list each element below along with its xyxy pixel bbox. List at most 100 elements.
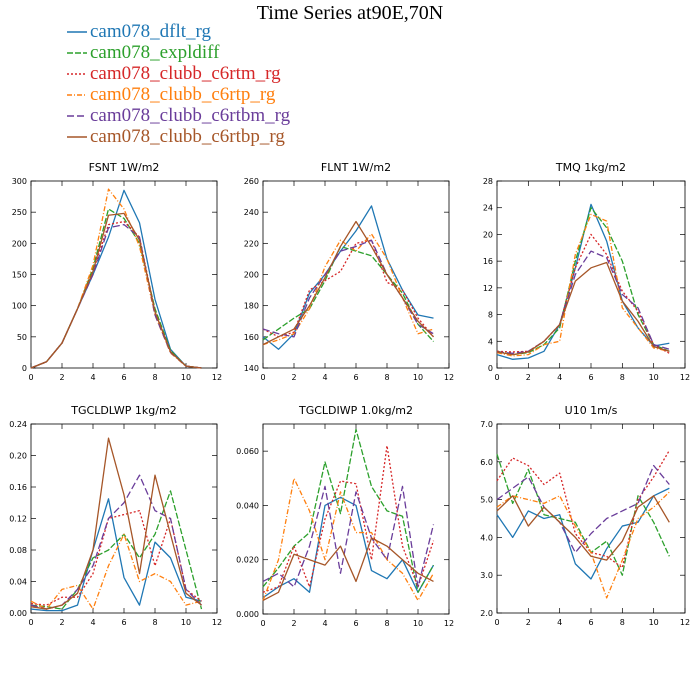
panel-title: FSNT 1W/m2: [89, 161, 160, 174]
legend-item-expldiff: cam078_expldiff: [66, 43, 466, 63]
y-tick-label: 16: [483, 257, 493, 266]
series-line-2: [496, 207, 670, 356]
x-tick-label: 6: [121, 373, 126, 382]
y-tick-label: 20: [483, 230, 493, 239]
x-tick-label: 0: [28, 373, 33, 382]
x-tick-label: 0: [494, 373, 499, 382]
x-tick-label: 6: [121, 618, 126, 627]
x-tick-label: 2: [526, 373, 531, 382]
y-tick-label: 0.000: [236, 610, 259, 619]
series-line-6: [30, 212, 202, 369]
y-tick-label: 0: [488, 364, 493, 373]
y-tick-label: 24: [483, 204, 493, 213]
y-tick-label: 4: [488, 337, 493, 346]
legend-label: cam078_clubb_c6rtbp_rg: [90, 126, 285, 147]
y-tick-label: 260: [244, 177, 259, 186]
x-tick-label: 10: [181, 618, 191, 627]
y-tick-label: 200: [12, 239, 27, 248]
series-line-6: [30, 437, 202, 610]
series-line-4: [30, 188, 202, 369]
series-line-2: [496, 454, 670, 576]
plot-frame: [30, 423, 218, 614]
series-line-2: [262, 428, 435, 593]
series-line-1: [262, 205, 434, 350]
x-tick-label: 4: [557, 618, 562, 627]
panel-6: U10 1m/s 0 2 4 6 8 10 12 2.0 3.0 4.0 5.0 6.0 7.0: [480, 404, 690, 627]
panel-title: FLNT 1W/m2: [321, 161, 391, 174]
series-line-5: [496, 250, 670, 354]
x-tick-label: 12: [212, 618, 222, 627]
x-tick-label: 8: [384, 373, 389, 382]
plot-frame: [262, 423, 450, 615]
x-tick-label: 6: [353, 619, 358, 628]
legend-label: cam078_clubb_c6rtp_rg: [90, 84, 276, 105]
panel-2: FLNT 1W/m2 0 2 4 6 8 10 12 140 160 180 200 220 240 260: [244, 161, 454, 382]
series-line-3: [30, 220, 202, 369]
series-line-1: [496, 203, 670, 360]
y-tick-label: 240: [244, 208, 259, 217]
legend-label: cam078_clubb_c6rtbm_rg: [90, 105, 291, 126]
y-tick-label: 50: [17, 333, 27, 342]
y-tick-label: 100: [12, 302, 27, 311]
legend-swatch-icon: [67, 52, 87, 54]
series-line-5: [262, 485, 435, 588]
x-tick-label: 2: [59, 373, 64, 382]
y-tick-label: 0.08: [9, 546, 27, 555]
y-tick-label: 2.0: [480, 609, 493, 618]
x-tick-label: 4: [557, 373, 562, 382]
y-tick-label: 0.24: [9, 420, 27, 429]
x-tick-label: 6: [353, 373, 358, 382]
legend-swatch-icon: [67, 136, 87, 138]
y-tick-label: 3.0: [480, 571, 493, 580]
y-tick-label: 300: [12, 177, 27, 186]
series-line-5: [30, 474, 202, 610]
y-tick-label: 0.060: [236, 447, 259, 456]
figure-title: Time Series at90E,70N: [256, 2, 444, 24]
x-tick-label: 2: [59, 618, 64, 627]
x-tick-label: 10: [413, 619, 423, 628]
legend-item-dflt: cam078_dflt_rg: [66, 22, 466, 42]
series-line-4: [262, 477, 435, 602]
legend-swatch-icon: [67, 31, 87, 33]
legend-label: cam078_dflt_rg: [90, 21, 212, 42]
series-line-6: [496, 495, 670, 561]
y-tick-label: 250: [12, 208, 27, 217]
panel-title: TGCLDLWP 1kg/m2: [70, 404, 176, 417]
panel-title: TMQ 1kg/m2: [555, 161, 626, 174]
legend-swatch-icon: [67, 94, 87, 96]
panel-5: TGCLDIWP 1.0kg/m2 0 2 4 6 8 10 12 0.000 0.020 0.04…: [236, 404, 454, 628]
y-tick-label: 7.0: [480, 420, 493, 429]
series-line-1: [30, 189, 202, 369]
y-tick-label: 8: [488, 311, 493, 320]
x-tick-label: 12: [680, 618, 690, 627]
series-line-4: [262, 233, 434, 346]
x-tick-label: 12: [212, 373, 222, 382]
series-line-3: [496, 233, 670, 354]
y-tick-label: 0.16: [9, 483, 27, 492]
plot-frame: [262, 180, 450, 369]
y-tick-label: 0.00: [9, 609, 27, 618]
series-line-3: [496, 450, 670, 569]
series-line-4: [30, 533, 202, 610]
series-line-4: [496, 491, 670, 599]
series-line-1: [262, 496, 435, 599]
x-tick-label: 0: [494, 618, 499, 627]
series-line-3: [262, 445, 435, 593]
x-tick-label: 10: [181, 373, 191, 382]
y-tick-label: 200: [244, 271, 259, 280]
series-line-2: [30, 208, 202, 369]
plot-frame: [496, 423, 686, 614]
series-line-5: [262, 239, 434, 338]
y-tick-label: 0.020: [236, 556, 259, 565]
legend-label: cam078_clubb_c6rtm_rg: [90, 63, 281, 84]
series-line-3: [262, 239, 435, 338]
legend-item-c6rtbp: cam078_clubb_c6rtbp_rg: [66, 127, 466, 147]
x-tick-label: 12: [444, 373, 454, 382]
y-tick-label: 4.0: [480, 533, 493, 542]
y-tick-label: 160: [244, 333, 259, 342]
x-tick-label: 4: [90, 618, 95, 627]
x-tick-label: 4: [322, 373, 327, 382]
x-tick-label: 4: [90, 373, 95, 382]
